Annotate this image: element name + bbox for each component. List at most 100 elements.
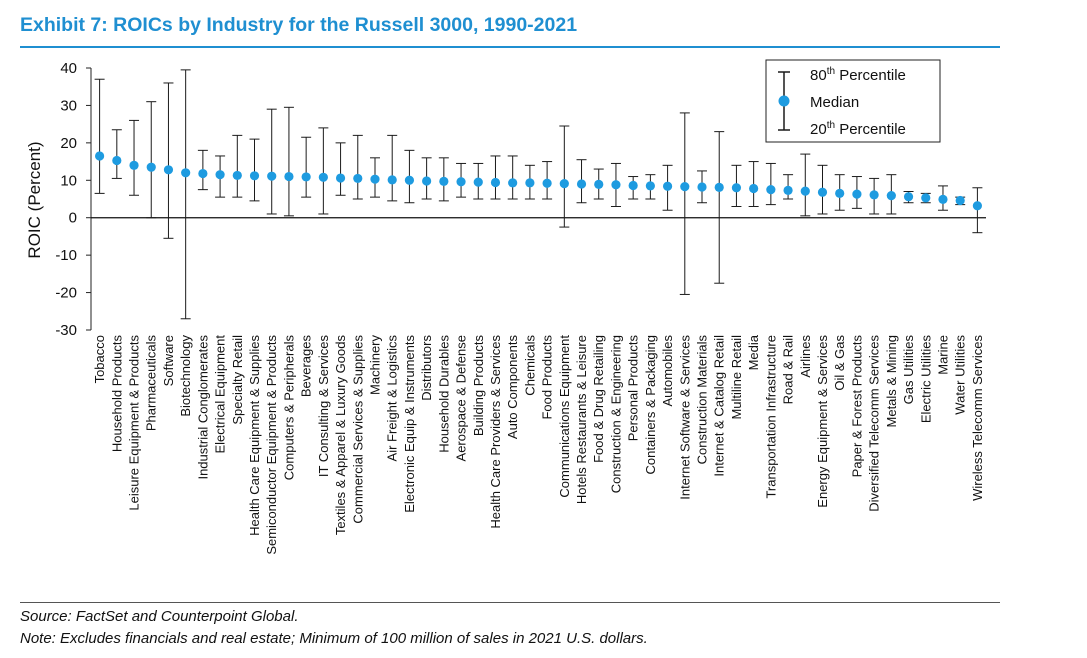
median-point (903, 192, 914, 202)
x-tick-label: Tobacco (92, 335, 107, 383)
chart-marks (94, 69, 983, 320)
x-tick-label: Industrial Conglomerates (195, 335, 210, 480)
x-tick-label: Aerospace & Defense (454, 335, 469, 461)
source-rule (20, 602, 1000, 603)
median-point (835, 188, 845, 198)
median-point (886, 191, 896, 201)
x-tick-labels: Tobacco Household Products Leisure Equipme… (92, 334, 985, 554)
y-tick-label: -10 (55, 247, 77, 264)
median-point (456, 177, 466, 187)
errorbar-44 (851, 176, 862, 209)
errorbar-35 (697, 170, 708, 204)
median-point (559, 179, 569, 189)
x-tick-label: Energy Equipment & Services (815, 335, 830, 508)
y-axis-label: ROIC (Percent) (25, 141, 44, 258)
median-point (972, 201, 982, 211)
x-tick-label: Communications Equipment (557, 335, 572, 498)
errorbar-23 (490, 155, 501, 200)
errorbar-5 (180, 69, 191, 320)
x-tick-label: Containers & Packaging (643, 335, 658, 474)
median-point (129, 160, 139, 170)
median-point (594, 179, 604, 190)
median-point (525, 178, 535, 188)
y-tick-label: 40 (60, 60, 77, 77)
errorbar-19 (421, 157, 432, 200)
median-point (335, 173, 346, 183)
footnote: Note: Excludes financials and real estat… (20, 630, 648, 647)
chart-legend: 80th Percentile Median 20th Percentile (765, 59, 941, 143)
x-tick-label: IT Consulting & Services (316, 335, 331, 478)
errorbar-31 (628, 176, 639, 200)
errorbar-29 (593, 168, 604, 200)
median-point (473, 177, 483, 187)
errorbar-18 (404, 149, 415, 204)
x-tick-label: Media (746, 334, 761, 370)
x-tick-label: Health Care Equipment & Supplies (247, 335, 262, 536)
median-point (318, 172, 328, 182)
median-point (800, 186, 810, 196)
x-tick-label: Marine (935, 335, 950, 375)
median-point (508, 178, 518, 188)
legend-median-marker (778, 95, 790, 107)
errorbar-7 (215, 155, 226, 198)
errorbar-21 (456, 162, 467, 198)
x-tick-label: Food & Drug Retailing (591, 335, 606, 463)
x-tick-label: Paper & Forest Products (849, 335, 864, 478)
x-tick-label: Food Products (540, 335, 555, 420)
x-tick-label: Beverages (299, 335, 314, 398)
errorbar-32 (645, 174, 656, 200)
x-tick-label: Household Durables (436, 335, 451, 453)
legend-p80-label: 80th Percentile (810, 66, 906, 84)
median-point (697, 182, 707, 192)
errorbar-10 (266, 108, 277, 215)
source-note: Source: FactSet and Counterpoint Global. (20, 608, 299, 625)
title-rule (20, 46, 1000, 48)
x-tick-label: Air Freight & Logistics (385, 335, 400, 462)
y-tick-label: 10 (60, 172, 77, 189)
legend-box (765, 59, 941, 143)
median-point (112, 155, 122, 166)
y-tick-label: -30 (55, 322, 77, 339)
median-point (852, 189, 862, 199)
errorbar-49 (937, 185, 948, 211)
x-tick-label: Gas Utilities (901, 335, 916, 405)
chart-axes: 40 30 20 10 0 -10 -20 -30 (55, 60, 986, 339)
median-point (714, 182, 724, 192)
errorbar-14 (335, 142, 346, 196)
median-point (490, 177, 501, 188)
x-tick-label: Automobiles (660, 335, 675, 407)
x-tick-label: Machinery (367, 335, 382, 395)
errorbar-16 (369, 157, 380, 198)
median-point (680, 182, 690, 192)
x-tick-label: Household Products (109, 335, 124, 453)
x-tick-label: Electric Utilities (918, 335, 933, 424)
median-point (938, 194, 948, 204)
errorbar-24 (507, 155, 518, 200)
x-tick-label: Electronic Equip & Instruments (402, 335, 417, 513)
median-point (249, 171, 260, 181)
legend-p20-label: 20th Percentile (810, 120, 906, 138)
median-point (95, 151, 105, 161)
errorbar-51 (972, 187, 983, 234)
median-point (662, 181, 673, 191)
x-tick-label: Leisure Equipment & Products (127, 335, 142, 511)
x-tick-label: Water Utilities (953, 335, 968, 415)
x-tick-label: Computers & Peripherals (281, 335, 296, 481)
median-point (404, 175, 415, 185)
roic-chart: 40 30 20 10 0 -10 -20 -30 Tobacco Household Prod… (25, 59, 986, 555)
median-point (163, 165, 174, 175)
x-tick-label: Chemicals (522, 335, 537, 396)
x-tick-label: Distributors (419, 335, 434, 401)
median-point (267, 171, 277, 181)
x-tick-label: Health Care Providers & Services (488, 335, 503, 529)
median-point (284, 171, 294, 182)
errorbar-45 (869, 177, 880, 215)
median-point (232, 170, 242, 181)
median-point (301, 172, 311, 182)
median-point (817, 187, 828, 197)
x-tick-label: Software (161, 335, 176, 386)
median-point (611, 180, 621, 190)
errorbar-39 (765, 162, 776, 206)
median-point (439, 176, 449, 187)
median-point (749, 183, 759, 194)
